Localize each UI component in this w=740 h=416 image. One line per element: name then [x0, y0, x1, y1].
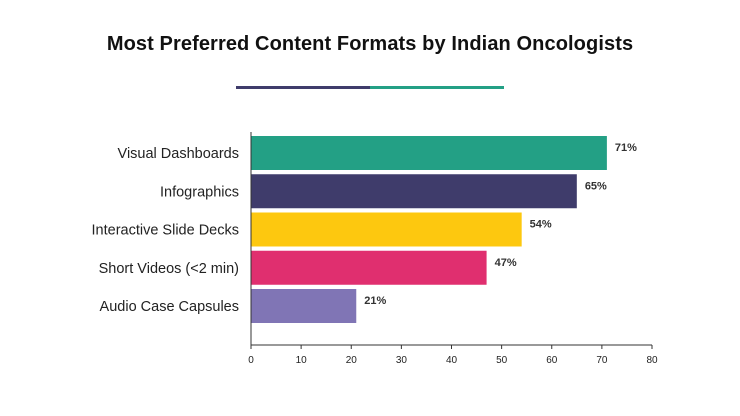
- value-label: 54%: [530, 219, 552, 231]
- bars: [251, 136, 607, 323]
- x-tick-label: 50: [496, 355, 508, 366]
- category-label: Visual Dashboards: [118, 146, 239, 162]
- x-tick-label: 30: [396, 355, 408, 366]
- category-labels: Visual Dashboards Infographics Interactive…: [92, 146, 239, 315]
- x-tick-label: 20: [346, 355, 358, 366]
- x-tick-label: 70: [596, 355, 608, 366]
- bar-4: [251, 250, 487, 285]
- title-underline-right: [370, 86, 504, 89]
- x-tick-label: 10: [296, 355, 308, 366]
- value-label: 47%: [495, 257, 517, 269]
- x-tick-label: 0: [248, 355, 254, 366]
- value-label: 65%: [585, 180, 607, 192]
- bar-2: [251, 174, 577, 209]
- value-labels: 71% 65% 54% 47% 21%: [364, 142, 637, 307]
- category-label: Audio Case Capsules: [100, 299, 239, 315]
- bar-1: [251, 136, 607, 170]
- category-label: Short Videos (<2 min): [99, 261, 239, 277]
- axes: 0 10 20 30 40 50 60 70 80: [248, 132, 658, 366]
- chart-title: Most Preferred Content Formats by Indian…: [106, 33, 634, 55]
- bar-3: [251, 212, 522, 247]
- x-tick-label: 60: [546, 355, 558, 366]
- category-label: Interactive Slide Decks: [92, 223, 239, 239]
- x-tick-label: 40: [446, 355, 458, 366]
- title-underline-left: [236, 86, 370, 89]
- bar-5: [251, 289, 357, 323]
- x-tick-label: 80: [646, 355, 658, 366]
- category-label: Infographics: [160, 184, 239, 200]
- value-label: 21%: [364, 295, 386, 307]
- value-label: 71%: [615, 142, 637, 154]
